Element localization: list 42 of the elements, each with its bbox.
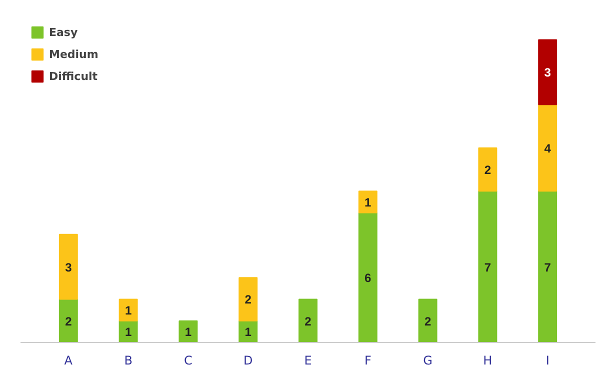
bar <box>538 39 558 106</box>
bar <box>58 298 78 342</box>
bar <box>478 190 498 342</box>
x-tick-label: D <box>243 354 253 368</box>
legend-label: Medium <box>49 48 98 60</box>
bar <box>298 298 318 342</box>
x-tick-label: C <box>184 354 192 368</box>
bar <box>358 190 378 214</box>
data-label: 7 <box>544 260 552 274</box>
bar <box>238 277 258 322</box>
bar <box>478 147 498 192</box>
data-label: 2 <box>484 162 492 177</box>
data-label: 1 <box>124 304 132 318</box>
data-label: 1 <box>364 195 372 210</box>
data-label: 2 <box>424 314 432 328</box>
bar <box>178 320 198 342</box>
data-label: 1 <box>244 325 252 340</box>
data-label: 4 <box>544 141 552 156</box>
legend-label: Easy <box>49 26 78 38</box>
bar <box>358 212 378 342</box>
data-label: 2 <box>244 292 252 307</box>
x-tick-label: F <box>364 354 372 368</box>
x-tick-label: H <box>483 354 492 368</box>
data-label: 2 <box>304 314 312 328</box>
x-tick-label: E <box>304 354 312 368</box>
x-tick-label: G <box>423 354 432 368</box>
data-label: 1 <box>124 325 132 340</box>
bar <box>58 234 78 300</box>
data-label: 3 <box>544 66 552 80</box>
data-label: 1 <box>184 325 192 340</box>
data-label: 2 <box>65 314 72 328</box>
x-tick-label: B <box>124 354 132 368</box>
bar <box>538 104 558 192</box>
bar <box>118 298 138 322</box>
x-tick-label: A <box>64 354 74 368</box>
legend-label: Difficult <box>49 70 98 82</box>
data-label: 6 <box>364 271 372 286</box>
data-label: 3 <box>65 260 72 274</box>
bar <box>418 298 438 342</box>
bar <box>538 190 558 342</box>
data-label: 7 <box>484 260 492 274</box>
x-tick-label: I <box>546 354 550 368</box>
